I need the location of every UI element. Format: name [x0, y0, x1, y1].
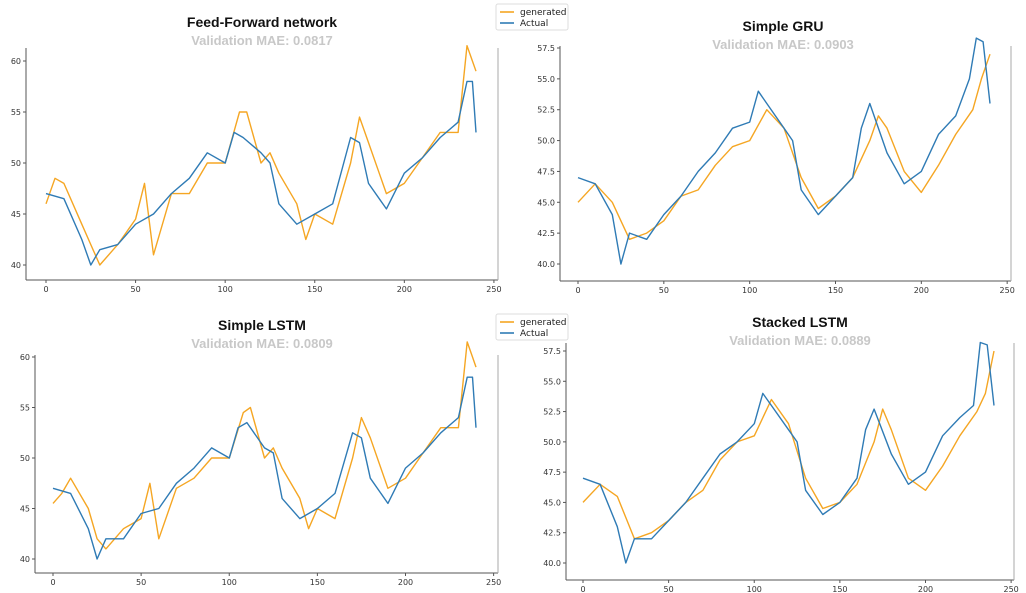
x-tick-label: 250 — [1000, 286, 1015, 295]
x-tick-label: 0 — [43, 285, 48, 294]
x-tick-label: 250 — [486, 285, 501, 294]
legend-label: generated — [520, 318, 567, 328]
y-tick-label: 55.0 — [543, 377, 561, 386]
x-tick-label: 150 — [832, 585, 847, 593]
x-tick-label: 200 — [914, 286, 929, 295]
chart-panel-1: 40 45 50 55 60 0 50 100 150 200 250 Feed-Forward ne… — [11, 3, 569, 294]
x-tick-label: 0 — [575, 286, 580, 295]
chart-title: Feed-Forward network — [187, 14, 337, 30]
y-tick-label: 55.0 — [537, 75, 555, 84]
x-tick-label: 200 — [918, 585, 933, 593]
chart-title: Stacked LSTM — [752, 314, 848, 330]
series-line-actual — [45, 80, 477, 266]
legend-label: Actual — [520, 19, 548, 29]
series-line-generated — [52, 341, 477, 550]
x-tick-label: 200 — [397, 285, 412, 294]
y-tick-label: 50 — [20, 454, 30, 463]
series-line-actual — [577, 37, 991, 265]
x-tick-label: 250 — [1003, 585, 1018, 593]
y-tick-label: 50.0 — [543, 438, 561, 447]
series-line-generated — [577, 53, 991, 241]
y-tick-label: 40 — [11, 261, 21, 270]
chart-subtitle: Validation MAE: 0.0817 — [191, 33, 333, 48]
y-tick-label: 40.0 — [537, 260, 555, 269]
chart-panel-3: 40 45 50 55 60 0 50 100 150 200 250 Simple LSTM Vali… — [20, 313, 569, 587]
series-line-generated — [582, 350, 995, 540]
y-tick-label: 42.5 — [543, 529, 561, 538]
legend-label: generated — [520, 8, 567, 18]
y-tick-label: 40.0 — [543, 559, 561, 568]
y-tick-label: 47.5 — [537, 167, 555, 176]
y-tick-label: 45 — [11, 210, 21, 219]
y-tick-label: 42.5 — [537, 229, 555, 238]
y-tick-label: 60 — [20, 353, 30, 362]
x-tick-label: 100 — [222, 578, 237, 587]
x-tick-label: 100 — [218, 285, 233, 294]
series-line-actual — [52, 376, 477, 560]
x-tick-label: 100 — [747, 585, 762, 593]
y-tick-label: 55 — [20, 404, 30, 413]
chart-subtitle: Validation MAE: 0.0809 — [191, 336, 333, 351]
x-tick-label: 50 — [659, 286, 669, 295]
y-tick-label: 57.5 — [537, 44, 555, 53]
x-tick-label: 50 — [130, 285, 140, 294]
x-tick-label: 150 — [307, 285, 322, 294]
y-tick-label: 52.5 — [537, 106, 555, 115]
series-line-generated — [45, 45, 477, 266]
chart-subtitle: Validation MAE: 0.0889 — [729, 333, 871, 348]
y-tick-label: 47.5 — [543, 468, 561, 477]
x-tick-label: 100 — [742, 286, 757, 295]
y-tick-label: 52.5 — [543, 408, 561, 417]
x-tick-label: 150 — [310, 578, 325, 587]
x-tick-label: 250 — [486, 578, 501, 587]
y-tick-label: 40 — [20, 555, 30, 564]
series-line-actual — [582, 341, 995, 564]
y-tick-label: 45.0 — [543, 498, 561, 507]
x-tick-label: 50 — [136, 578, 146, 587]
x-tick-label: 0 — [50, 578, 55, 587]
x-tick-label: 150 — [828, 286, 843, 295]
x-tick-label: 0 — [580, 585, 585, 593]
chart-title: Simple GRU — [743, 18, 824, 34]
y-tick-label: 50.0 — [537, 137, 555, 146]
chart-panel-4: 40.0 42.5 45.0 47.5 50.0 52.5 55.0 57.5 0 50 100 15… — [543, 314, 1019, 593]
y-tick-label: 60 — [11, 57, 21, 66]
y-tick-label: 45 — [20, 505, 30, 514]
chart-panel-2: 40.0 42.5 45.0 47.5 50.0 52.5 55.0 57.5 0 50 100 15… — [537, 18, 1015, 295]
chart-title: Simple LSTM — [218, 317, 306, 333]
x-tick-label: 50 — [664, 585, 674, 593]
legend-label: Actual — [520, 329, 548, 339]
chart-subtitle: Validation MAE: 0.0903 — [712, 37, 854, 52]
x-tick-label: 200 — [398, 578, 413, 587]
y-tick-label: 45.0 — [537, 198, 555, 207]
y-tick-label: 57.5 — [543, 347, 561, 356]
y-tick-label: 50 — [11, 159, 21, 168]
y-tick-label: 55 — [11, 108, 21, 117]
